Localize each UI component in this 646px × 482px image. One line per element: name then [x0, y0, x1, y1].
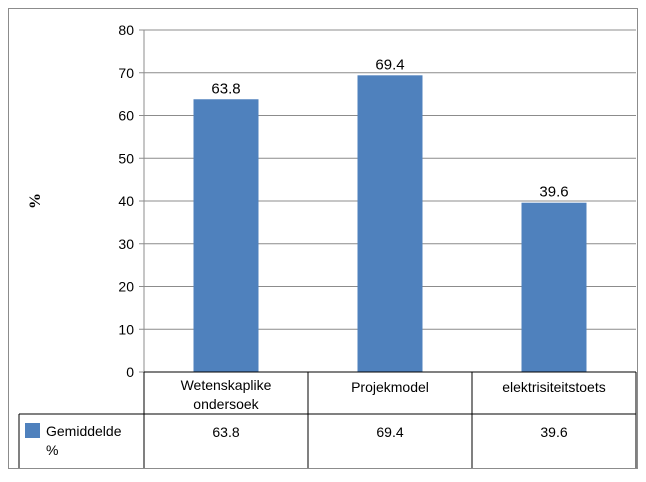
y-tick-label: 10	[118, 321, 134, 337]
legend-series-name: %	[46, 442, 58, 458]
bar	[357, 75, 423, 372]
y-tick-label: 80	[118, 22, 134, 38]
data-label: 39.6	[539, 184, 568, 201]
axes: 0 10 20 30 40 50 60 70 80	[118, 22, 145, 468]
x-category-label: ondersoek	[193, 396, 259, 412]
y-tick-label: 0	[126, 364, 134, 380]
legend-series-name: Gemiddelde	[46, 423, 122, 439]
y-tick-label: 30	[118, 236, 134, 252]
data-label: 63.8	[211, 80, 240, 97]
y-tick-label: 40	[118, 193, 134, 209]
x-category-label: Projekmodel	[351, 379, 429, 395]
bars	[193, 75, 587, 372]
bar	[193, 99, 259, 372]
bar	[521, 202, 587, 372]
table-value-cell: 63.8	[212, 424, 239, 440]
y-axis-label: %	[27, 193, 44, 209]
data-table: Wetenskaplike ondersoek Projekmodel elektri…	[18, 371, 637, 468]
table-value-cell: 39.6	[540, 424, 567, 440]
y-tick-label: 50	[118, 150, 134, 166]
x-category-label: elektrisiteitstoets	[502, 379, 605, 395]
y-tick-label: 70	[118, 65, 134, 81]
y-tick-label: 60	[118, 108, 134, 124]
table-value-cell: 69.4	[376, 424, 403, 440]
y-tick-label: 20	[118, 279, 134, 295]
data-label: 69.4	[375, 56, 404, 73]
x-category-label: Wetenskaplike	[181, 377, 272, 393]
legend-swatch	[25, 423, 40, 438]
data-labels: 63.8 69.4 39.6	[211, 56, 568, 200]
